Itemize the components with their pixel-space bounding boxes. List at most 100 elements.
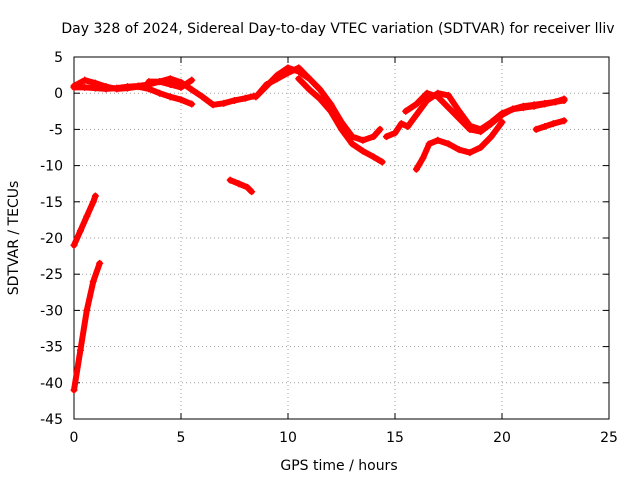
data-point xyxy=(359,136,367,144)
data-point xyxy=(83,306,91,314)
data-point xyxy=(145,78,153,86)
data-point xyxy=(188,86,196,94)
data-point xyxy=(498,111,506,119)
data-point xyxy=(305,86,313,94)
data-point xyxy=(166,93,174,101)
data-point xyxy=(316,86,324,94)
data-point xyxy=(76,227,84,235)
series-arc-e xyxy=(71,260,103,393)
data-point xyxy=(404,123,412,131)
data-point xyxy=(477,128,485,136)
data-point xyxy=(487,133,495,141)
data-point xyxy=(560,117,568,125)
data-point xyxy=(487,120,495,128)
data-point xyxy=(397,120,405,128)
series-arc-f xyxy=(227,177,255,195)
data-point xyxy=(455,107,463,115)
data-point xyxy=(382,133,390,141)
data-point xyxy=(445,91,452,99)
data-series xyxy=(70,64,568,394)
y-tick-label: -5 xyxy=(49,122,63,138)
y-tick-label: 5 xyxy=(54,50,63,66)
data-point xyxy=(231,96,238,104)
grid-lines xyxy=(74,57,609,419)
data-point xyxy=(560,96,568,104)
y-tick-label: 0 xyxy=(54,86,63,102)
data-point xyxy=(145,85,153,93)
chart-title: Day 328 of 2024, Sidereal Day-to-day VTE… xyxy=(61,21,614,37)
data-point xyxy=(455,115,463,123)
data-point xyxy=(445,140,452,148)
data-point xyxy=(370,153,378,161)
data-point xyxy=(134,83,142,91)
data-point xyxy=(76,346,84,354)
data-point xyxy=(530,102,538,110)
data-point xyxy=(226,176,234,184)
y-axis-label: SDTVAR / TECUs xyxy=(6,181,22,296)
data-point xyxy=(198,93,206,101)
data-point xyxy=(177,83,185,91)
data-point xyxy=(359,147,367,155)
data-point xyxy=(305,75,313,83)
data-point xyxy=(541,100,549,108)
data-point xyxy=(423,89,431,97)
y-tick-label: -45 xyxy=(40,412,63,428)
y-tick-label: -30 xyxy=(40,303,63,319)
data-point xyxy=(284,69,292,77)
x-tick-label: 5 xyxy=(177,430,186,446)
x-axis-label: GPS time / hours xyxy=(280,458,397,474)
data-point xyxy=(248,188,256,196)
data-point xyxy=(124,84,131,92)
data-point xyxy=(70,82,78,90)
x-tick-label: 0 xyxy=(70,430,79,446)
data-point xyxy=(70,386,78,394)
series-arc-l xyxy=(413,119,505,173)
data-point xyxy=(477,144,485,151)
data-point xyxy=(425,140,433,148)
data-point xyxy=(378,158,386,166)
data-point xyxy=(423,96,431,104)
data-point xyxy=(412,100,420,108)
data-point xyxy=(434,136,442,144)
x-tick-label: 25 xyxy=(600,430,618,446)
data-point xyxy=(166,81,174,89)
data-point xyxy=(376,125,384,133)
data-point xyxy=(241,94,249,102)
data-point xyxy=(220,99,228,107)
data-point xyxy=(81,83,89,91)
data-point xyxy=(96,259,104,267)
data-point xyxy=(177,96,185,104)
y-tick-label: -40 xyxy=(40,376,63,392)
series-arc-m xyxy=(533,117,568,133)
y-tick-label: -35 xyxy=(40,340,63,356)
axis-ticks: 0 5 10 15 20 25 5 0 -5 -10 -15 -20 -25 -30 -35 -40 -45 xyxy=(40,50,618,446)
data-point xyxy=(541,123,549,131)
data-point xyxy=(235,180,243,188)
data-point xyxy=(370,133,378,141)
data-point xyxy=(209,101,217,109)
data-point xyxy=(402,107,410,115)
data-point xyxy=(338,125,345,133)
data-point xyxy=(188,76,196,84)
x-tick-label: 15 xyxy=(386,430,404,446)
y-tick-label: -20 xyxy=(40,231,63,247)
series-arc-d xyxy=(71,193,99,249)
data-point xyxy=(263,81,271,89)
y-tick-label: -25 xyxy=(40,267,63,283)
data-point xyxy=(156,89,164,97)
data-point xyxy=(466,149,474,157)
data-point xyxy=(391,129,399,137)
data-point xyxy=(91,79,99,87)
data-point xyxy=(498,118,506,126)
data-point xyxy=(519,104,527,112)
data-point xyxy=(434,93,442,101)
data-point xyxy=(295,64,303,72)
data-point xyxy=(509,105,517,113)
data-point xyxy=(102,83,110,91)
data-point xyxy=(273,75,281,83)
data-point xyxy=(412,165,420,173)
data-point xyxy=(70,241,78,249)
data-point xyxy=(81,76,89,84)
data-point xyxy=(455,146,463,154)
